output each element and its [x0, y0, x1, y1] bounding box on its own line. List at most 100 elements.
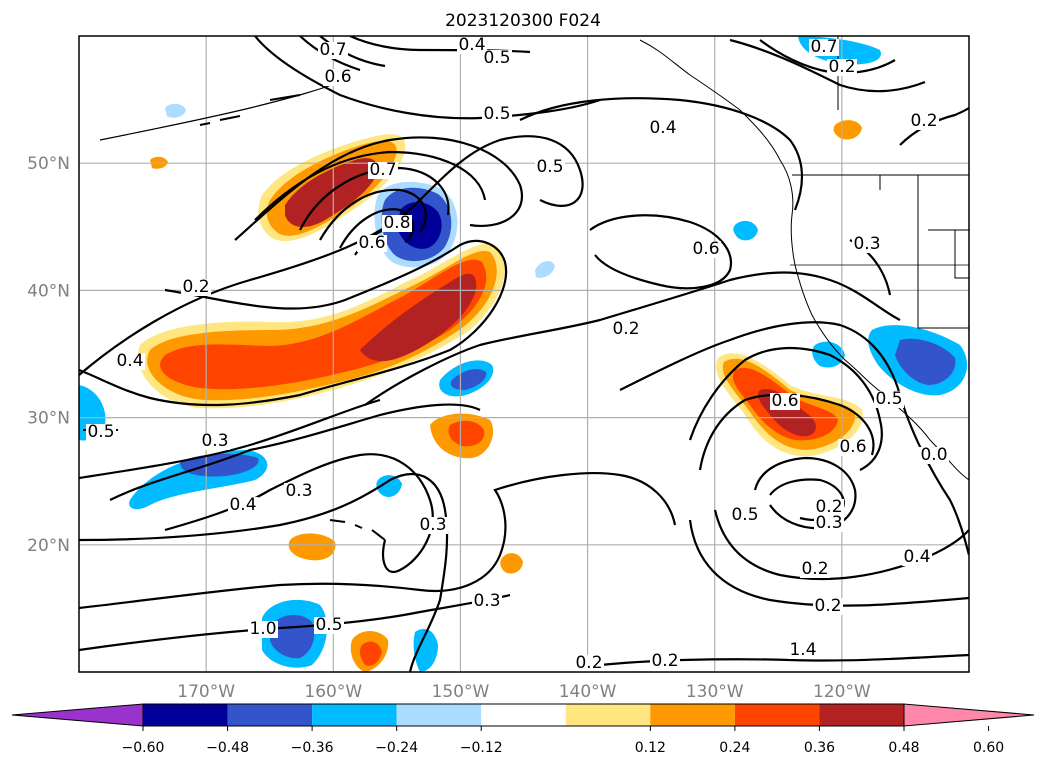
negative-anomaly-small — [535, 261, 555, 278]
latitude-tick-label: 50°N — [27, 154, 70, 174]
positive-anomaly-band-strong — [160, 259, 487, 390]
contour-label: 0.2 — [801, 559, 828, 579]
contour-label-background — [86, 424, 116, 441]
contour-label-background — [788, 642, 818, 659]
positive-anomaly-small — [500, 553, 523, 574]
contour-label-background — [323, 69, 353, 86]
contour-label-background — [472, 593, 502, 610]
contour-label: 0.2 — [575, 653, 602, 673]
contour-label-background — [827, 59, 857, 76]
contour-label: 0.6 — [839, 437, 866, 457]
contour-label: 0.2 — [651, 651, 678, 671]
negative-anomaly-small — [733, 220, 758, 241]
positive-anomaly-band-max — [360, 273, 477, 362]
contour-label-background — [919, 447, 949, 464]
longitude-tick-label: 130°W — [686, 682, 744, 702]
contour-label-background — [800, 561, 830, 578]
contour-label-background — [574, 655, 604, 672]
longitude-tick-labels: 170°W 160°W 150°W 140°W 130°W 120°W — [177, 682, 871, 702]
contour-label-background — [368, 162, 398, 179]
colorbar-tick-label: 0.60 — [973, 740, 1004, 756]
colorbar-segment — [227, 704, 313, 726]
contour-label: 0.6 — [771, 391, 798, 411]
contour-label: 0.3 — [419, 515, 446, 535]
contour-label: 0.3 — [473, 591, 500, 611]
contour-label: 0.7 — [319, 40, 346, 60]
contour-label: 0.5 — [875, 389, 902, 409]
contour-label-background — [228, 497, 258, 514]
figure-title: 2023120300 F024 — [445, 11, 601, 31]
positive-anomaly-small — [833, 120, 862, 140]
contour-label-background — [874, 391, 904, 408]
contour-label-background — [314, 617, 344, 634]
contour-label: 0.3 — [853, 234, 880, 254]
longitude-tick-label: 150°W — [432, 682, 490, 702]
contour-label: 0.2 — [814, 596, 841, 616]
contour-label-background — [200, 433, 230, 450]
colorbar-segment — [565, 704, 651, 726]
negative-anomaly-coast-core — [895, 338, 956, 385]
colorbar: −0.60 −0.48 −0.36 −0.24 −0.12 0.12 0.24 0.36 0.4… — [11, 703, 1035, 756]
contour-label-background — [691, 241, 721, 258]
negative-anomaly-southcoast — [413, 628, 438, 672]
contour-label: 0.4 — [649, 118, 676, 138]
contour-label: 0.4 — [903, 547, 930, 567]
contour-label: 0.5 — [731, 505, 758, 525]
contour-label: 0.3 — [201, 431, 228, 451]
contour-label: 0.7 — [810, 37, 837, 57]
latitude-tick-labels: 50°N 40°N 30°N 20°N — [27, 154, 70, 556]
contour-label: 0.3 — [285, 481, 312, 501]
map-panel: 0.40.50.50.70.60.40.50.70.80.6 0.6 0.30.20… — [78, 35, 970, 673]
contour-label-background — [648, 120, 678, 137]
contour-label: 1.0 — [249, 619, 276, 639]
positive-anomaly-south-core — [359, 641, 382, 666]
contour-label-background — [482, 106, 512, 123]
contour-label-background — [813, 598, 843, 615]
latitude-tick-label: 20°N — [27, 536, 70, 556]
colorbar-outline — [142, 703, 905, 727]
contour-label-background — [650, 653, 680, 670]
colorbar-segment — [734, 704, 820, 726]
contour-label: 0.2 — [910, 111, 937, 131]
contour-label: 0.0 — [920, 445, 947, 465]
map-frame — [78, 35, 970, 673]
colorbar-extend-low — [11, 703, 144, 727]
contour-label: 0.5 — [483, 104, 510, 124]
contour-label-background — [611, 321, 641, 338]
positive-anomaly-hawaii — [288, 533, 336, 561]
negative-anomaly-small — [165, 103, 186, 118]
latitude-tick-label: 30°N — [27, 409, 70, 429]
contour-label-background — [852, 236, 882, 253]
negative-anomaly-small — [450, 369, 487, 390]
colorbar-segment — [143, 704, 228, 726]
contour-label-background — [357, 235, 387, 252]
contour-label-background — [382, 215, 412, 232]
colorbar-tick-label: −0.48 — [206, 740, 249, 756]
contour-label: 0.5 — [483, 48, 510, 68]
colorbar-tick-label: −0.12 — [460, 740, 503, 756]
colorbar-tick-label: 0.48 — [888, 740, 919, 756]
contour-label-background — [730, 507, 760, 524]
longitude-tick-label: 120°W — [813, 682, 871, 702]
contour-label-background — [902, 549, 932, 566]
colorbar-segment — [819, 704, 904, 726]
contour-label: 0.4 — [229, 495, 256, 515]
contour-label-background — [770, 393, 800, 410]
contour-label-background — [535, 159, 565, 176]
contour-label: 0.4 — [116, 351, 143, 371]
longitude-tick-label: 160°W — [304, 682, 362, 702]
colorbar-tick-label: 0.12 — [635, 740, 666, 756]
contour-label-background — [181, 279, 211, 296]
contour-label: 0.7 — [369, 160, 396, 180]
contour-label: 0.3 — [815, 513, 842, 533]
latitude-tick-label: 40°N — [27, 281, 70, 301]
contour-label-background — [809, 39, 839, 56]
contour-label: 1.4 — [789, 640, 816, 660]
contour-label: 0.4 — [458, 35, 485, 55]
contour-label: 0.6 — [324, 67, 351, 87]
contour-label-background — [814, 499, 844, 516]
colorbar-segment — [650, 704, 735, 726]
contour-label-background — [814, 515, 844, 532]
contour-label-background — [482, 50, 512, 67]
